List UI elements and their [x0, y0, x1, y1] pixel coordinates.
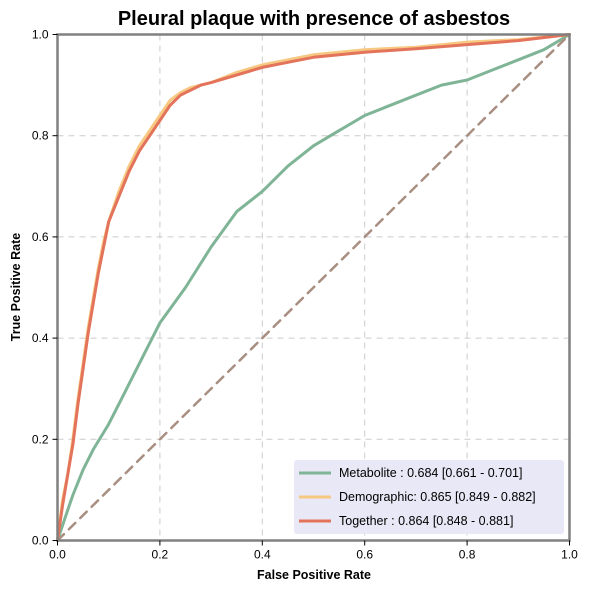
y-tick-label-2: 0.4	[32, 331, 49, 345]
series-line-chance	[56, 33, 571, 542]
y-tick-label-1: 0.2	[32, 432, 49, 446]
x-tick-label-3: 0.6	[356, 548, 373, 562]
y-axis-ticks: 0.0 0.2 0.4 0.6 0.8 1.0	[32, 28, 58, 548]
legend-label-together: Together : 0.864 [0.848 - 0.881]	[339, 514, 513, 528]
chart-title: Pleural plaque with presence of asbestos	[118, 8, 510, 30]
y-tick-label-0: 0.0	[32, 534, 49, 548]
y-tick-label-4: 0.8	[32, 129, 49, 143]
x-axis-ticks: 0.0 0.2 0.4 0.6 0.8 1.0	[49, 540, 578, 562]
series-line-metabolite	[56, 33, 571, 542]
y-axis-label: True Positive Rate	[9, 233, 23, 341]
plot-frame	[56, 33, 571, 542]
series-line-together	[56, 33, 571, 542]
y-tick-label-3: 0.6	[32, 230, 49, 244]
x-tick-label-5: 1.0	[561, 548, 578, 562]
legend-label-metabolite: Metabolite : 0.684 [0.661 - 0.701]	[339, 466, 522, 480]
legend-box	[294, 460, 564, 534]
x-axis-label: False Positive Rate	[257, 568, 371, 582]
plot-lines	[56, 33, 571, 542]
legend-label-demographic: Demographic: 0.865 [0.849 - 0.882]	[339, 490, 536, 504]
grid	[57, 34, 570, 541]
x-tick-label-4: 0.8	[459, 548, 476, 562]
y-tick-label-5: 1.0	[32, 28, 49, 42]
x-tick-label-1: 0.2	[152, 548, 169, 562]
x-tick-label-2: 0.4	[254, 548, 271, 562]
x-tick-label-0: 0.0	[49, 548, 66, 562]
legend: Metabolite : 0.684 [0.661 - 0.701] Demog…	[294, 460, 564, 534]
